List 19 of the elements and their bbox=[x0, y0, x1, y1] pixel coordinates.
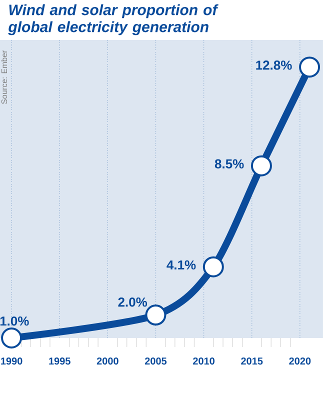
x-tick-label: 2005 bbox=[144, 358, 167, 365]
data-label: 1.0% bbox=[0, 316, 29, 326]
x-tick-label: 2020 bbox=[289, 358, 311, 365]
x-tick-label: 2015 bbox=[241, 358, 263, 365]
point bbox=[1, 327, 22, 348]
annotation: Source: Ember bbox=[1, 50, 8, 104]
data-label: 2.0% bbox=[118, 298, 148, 307]
x-tick-label: 2000 bbox=[96, 358, 118, 365]
point bbox=[145, 304, 166, 326]
data-label: 4.1% bbox=[166, 260, 196, 270]
point bbox=[299, 56, 320, 78]
chart-title: Wind and solar proportion of global electricity generation bbox=[8, 4, 218, 36]
data-label: 12.8% bbox=[256, 60, 292, 70]
x-tick-label: 1990 bbox=[1, 358, 22, 365]
x-tick-label: 2010 bbox=[193, 358, 215, 365]
point bbox=[202, 256, 224, 278]
x-tick-label: 1995 bbox=[49, 358, 70, 365]
data-label: 8.5% bbox=[214, 159, 244, 168]
point bbox=[250, 155, 272, 176]
